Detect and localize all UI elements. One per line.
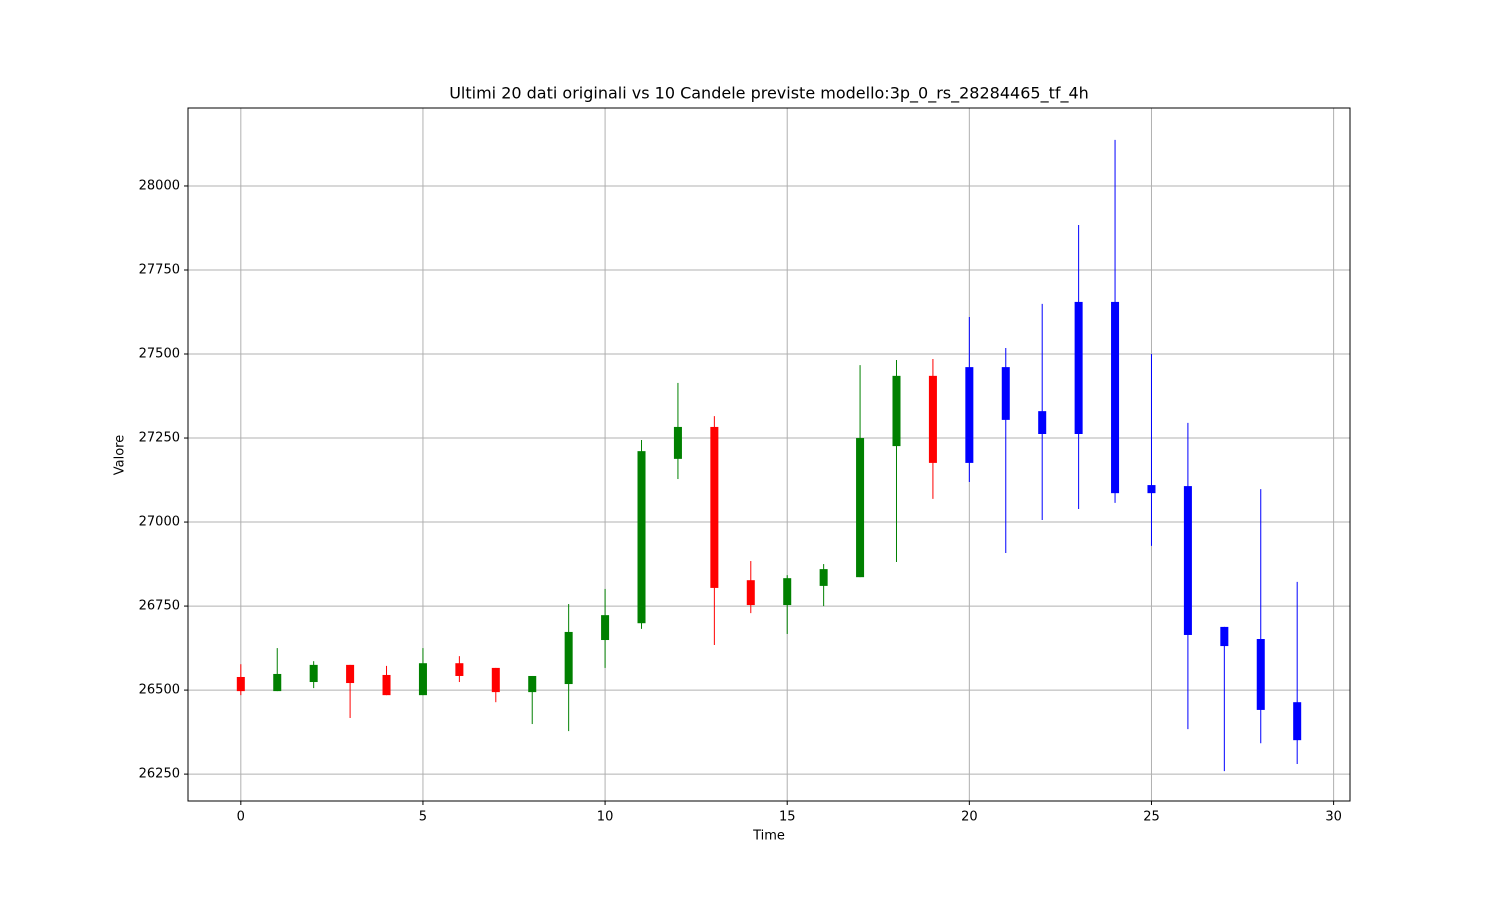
candle-body (856, 438, 865, 578)
chart-title: Ultimi 20 dati originali vs 10 Candele p… (449, 84, 1089, 104)
candle-body (601, 615, 610, 641)
candle-body (746, 580, 755, 606)
x-axis-label: Time (752, 829, 785, 844)
candle-body (673, 426, 682, 459)
candle-body (346, 664, 355, 684)
x-tick-label: 20 (961, 810, 978, 825)
candle-body (236, 676, 245, 692)
y-tick-label: 27250 (139, 431, 180, 446)
x-tick-label: 15 (779, 810, 796, 825)
x-tick-label: 25 (1143, 810, 1160, 825)
y-tick-label: 27750 (139, 262, 180, 277)
candle-body (309, 664, 318, 683)
y-axis-label: Valore (113, 435, 128, 475)
candle-body (965, 367, 974, 463)
candle-body (564, 631, 573, 685)
candle-body (783, 578, 792, 606)
candle-body (418, 663, 427, 696)
y-tick-label: 26250 (139, 767, 180, 782)
y-tick-label: 27000 (139, 515, 180, 530)
candle-body (273, 673, 282, 692)
candle-body (382, 674, 391, 696)
candle-body (1293, 702, 1302, 741)
candle-body (892, 375, 901, 447)
candle-body (1001, 367, 1010, 420)
candle-body (491, 667, 500, 693)
candle-body (1183, 486, 1192, 635)
y-tick-label: 26750 (139, 599, 180, 614)
y-tick-label: 26500 (139, 683, 180, 698)
candle-body (1220, 626, 1229, 647)
plot-frame (187, 107, 1351, 802)
x-tick-label: 30 (1325, 810, 1342, 825)
candle-body (819, 569, 828, 586)
y-tick-label: 28000 (139, 178, 180, 193)
candle-body (928, 375, 937, 463)
candle-body (455, 663, 464, 676)
x-tick-label: 0 (237, 810, 245, 825)
candle-body (1038, 411, 1047, 434)
candle-body (1147, 485, 1156, 494)
y-tick-label: 27500 (139, 347, 180, 362)
x-tick-label: 10 (597, 810, 614, 825)
candle-body (637, 451, 646, 624)
candle-body (528, 675, 537, 693)
candle-body (1074, 301, 1083, 434)
x-tick-label: 5 (419, 810, 427, 825)
candle-body (1111, 301, 1120, 494)
candle-body (710, 426, 719, 588)
candle-body (1256, 639, 1265, 710)
